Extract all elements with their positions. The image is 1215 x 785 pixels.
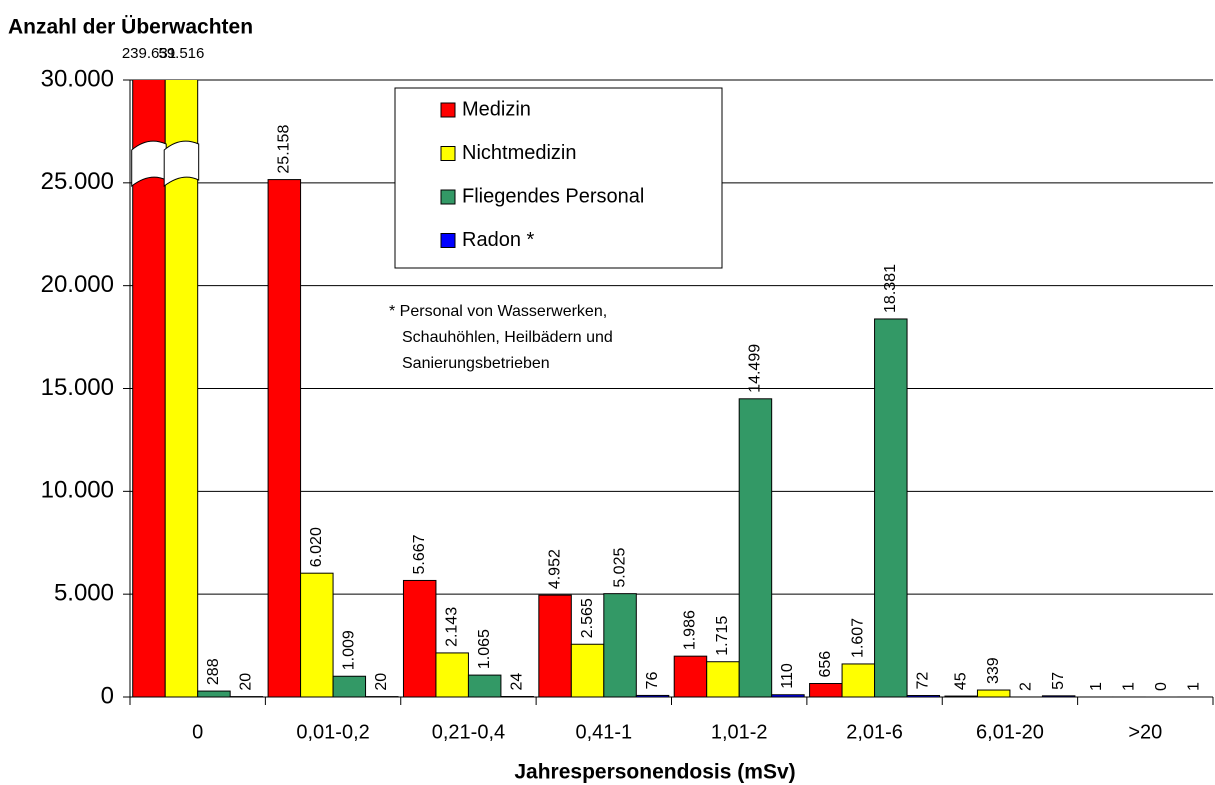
value-label: 1.065	[476, 629, 493, 669]
note: Sanierungsbetrieben	[402, 355, 550, 372]
x-tick-label: 0	[192, 721, 203, 743]
legend-swatch	[440, 146, 456, 161]
bar	[706, 661, 740, 698]
bar	[603, 593, 637, 698]
bar	[841, 663, 876, 698]
y-tick-label: 10.000	[41, 477, 114, 504]
bar	[197, 690, 231, 698]
bar	[300, 572, 334, 698]
value-label: 45	[952, 672, 969, 690]
value-label: 1	[1120, 682, 1137, 691]
axis-break	[163, 140, 200, 188]
value-label: 6.020	[308, 527, 325, 567]
value-label: 20	[238, 673, 255, 691]
bar	[738, 398, 773, 698]
value-label: 2.143	[443, 607, 460, 647]
value-label: 1.986	[682, 610, 699, 650]
value-label: 0	[1153, 682, 1170, 691]
value-label: 4.952	[546, 549, 563, 589]
value-label: 72	[915, 672, 932, 690]
bar	[809, 683, 843, 698]
bar	[538, 594, 572, 698]
bar	[570, 643, 605, 698]
legend-label: Fliegendes Personal	[462, 185, 644, 207]
value-label: 20	[373, 673, 390, 691]
value-label: 5.667	[411, 534, 428, 574]
value-label: 288	[205, 658, 222, 685]
bar	[402, 579, 437, 698]
value-label: 339	[985, 657, 1002, 684]
x-axis-title: Jahrespersonendosis (mSv)	[514, 761, 795, 784]
bar	[267, 179, 302, 698]
value-label: 14.499	[747, 344, 764, 393]
value-label: 59.516	[158, 45, 204, 62]
bar	[673, 655, 708, 698]
bar	[132, 80, 166, 698]
y-tick-label: 30.000	[41, 65, 114, 92]
note: Schauhöhlen, Heilbädern und	[402, 329, 613, 346]
legend-swatch	[440, 233, 456, 248]
note: * Personal von Wasserwerken,	[389, 303, 607, 320]
value-label: 1.009	[341, 630, 358, 670]
value-label: 18.381	[882, 264, 899, 313]
value-label: 239.631	[122, 45, 176, 62]
value-label: 76	[644, 672, 661, 690]
x-tick-label: >20	[1128, 721, 1162, 743]
x-tick-label: 6,01-20	[976, 721, 1044, 743]
y-axis-title: Anzahl der Überwachten	[8, 16, 253, 39]
y-tick-label: 15.000	[41, 374, 114, 401]
x-tick-label: 0,01-0,2	[296, 721, 369, 743]
value-label: 25.158	[276, 125, 293, 174]
value-label: 110	[779, 663, 796, 689]
y-tick-label: 0	[101, 682, 114, 709]
y-tick-label: 5.000	[54, 580, 114, 607]
value-label: 24	[508, 673, 525, 691]
legend-label: Medizin	[462, 98, 531, 120]
legend-swatch	[440, 102, 456, 118]
bar	[164, 80, 199, 698]
value-label: 5.025	[611, 548, 628, 588]
x-tick-label: 1,01-2	[711, 721, 768, 743]
y-tick-label: 20.000	[41, 271, 114, 298]
y-tick-label: 25.000	[41, 168, 114, 195]
bar	[332, 675, 367, 698]
value-label: 1	[1088, 682, 1105, 691]
bar	[874, 318, 908, 698]
x-tick-label: 2,01-6	[846, 721, 903, 743]
x-tick-label: 0,21-0,4	[432, 721, 505, 743]
legend-label: Nichtmedizin	[462, 142, 576, 164]
bar	[467, 674, 502, 698]
value-label: 2.565	[579, 598, 596, 638]
value-label: 1.607	[850, 618, 867, 658]
value-label: 57	[1050, 672, 1067, 690]
bar	[435, 652, 469, 698]
value-label: 2	[1017, 682, 1034, 691]
value-label: 1.715	[714, 616, 731, 656]
legend-swatch	[440, 189, 456, 205]
bars	[132, 80, 1211, 698]
value-label: 656	[817, 651, 834, 678]
bar	[976, 689, 1011, 698]
legend-label: Radon *	[462, 229, 534, 251]
value-label: 1	[1185, 682, 1202, 691]
x-tick-label: 0,41-1	[575, 721, 632, 743]
